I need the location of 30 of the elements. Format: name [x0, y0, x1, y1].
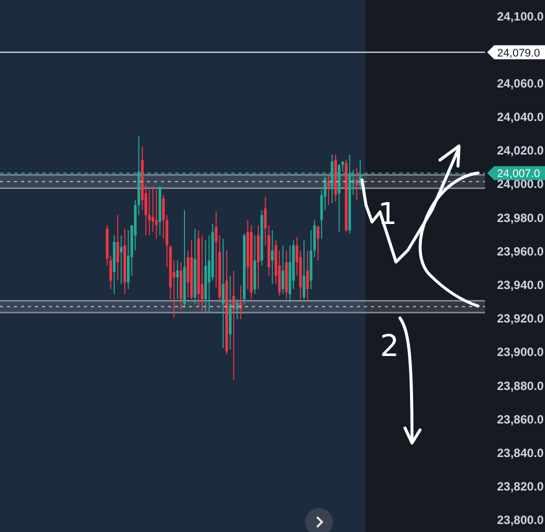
y-tick-label: 23,960.0 — [497, 244, 544, 258]
y-tick-label: 23,880.0 — [497, 378, 544, 393]
candlestick — [302, 240, 306, 300]
candlestick — [200, 234, 204, 314]
ref-line-label: 24,079.0 — [497, 47, 540, 60]
y-tick-label: 23,840.0 — [497, 446, 544, 460]
candlestick — [176, 260, 179, 300]
y-tick-label: 24,060.0 — [497, 76, 544, 90]
candlestick — [327, 174, 330, 206]
y-tick-label: 24,100.0 — [497, 9, 544, 24]
y-tick-label: 23,900.0 — [497, 345, 544, 360]
candlestick — [152, 186, 154, 232]
candlestick — [306, 250, 309, 300]
candlestick — [155, 189, 158, 240]
candlestick — [316, 224, 320, 262]
annotation: 2 — [380, 329, 400, 364]
y-tick-label: 23,800.0 — [497, 513, 544, 528]
candlestick — [120, 234, 123, 285]
candlestick — [116, 214, 120, 282]
candlestick — [222, 238, 224, 348]
candlestick — [282, 244, 284, 295]
y-tick-label: 23,940.0 — [497, 278, 544, 292]
y-tick-label: 23,820.0 — [497, 480, 544, 494]
candlestick — [148, 189, 151, 236]
y-tick-label: 23,860.0 — [497, 412, 544, 426]
y-tick-label: 24,040.0 — [497, 110, 544, 124]
candlestick — [271, 230, 274, 285]
y-tick-label: 23,920.0 — [497, 312, 544, 326]
y-tick-label: 23,980.0 — [497, 210, 544, 225]
y-tick-label: 24,020.0 — [497, 144, 544, 158]
